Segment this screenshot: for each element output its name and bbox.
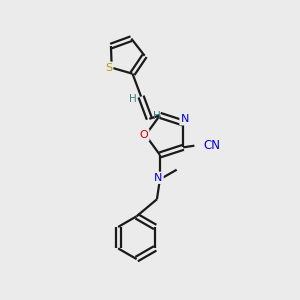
Text: CN: CN [204,139,221,152]
Text: O: O [140,130,148,140]
Text: N: N [181,114,189,124]
Text: N: N [154,173,163,183]
Text: H: H [129,94,137,104]
Text: H: H [153,111,161,121]
Text: S: S [105,63,112,73]
